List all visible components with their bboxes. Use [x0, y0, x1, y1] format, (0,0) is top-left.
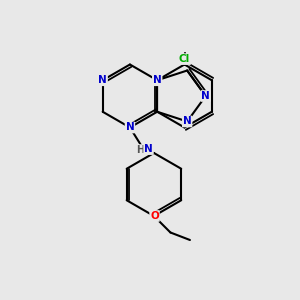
Text: N: N [144, 144, 153, 154]
Text: H: H [136, 145, 145, 155]
Text: O: O [150, 211, 159, 221]
Text: N: N [183, 116, 192, 127]
Text: N: N [98, 75, 107, 85]
Text: N: N [126, 122, 134, 133]
Text: N: N [153, 75, 162, 85]
Text: Cl: Cl [179, 54, 190, 64]
Text: N: N [201, 91, 210, 101]
